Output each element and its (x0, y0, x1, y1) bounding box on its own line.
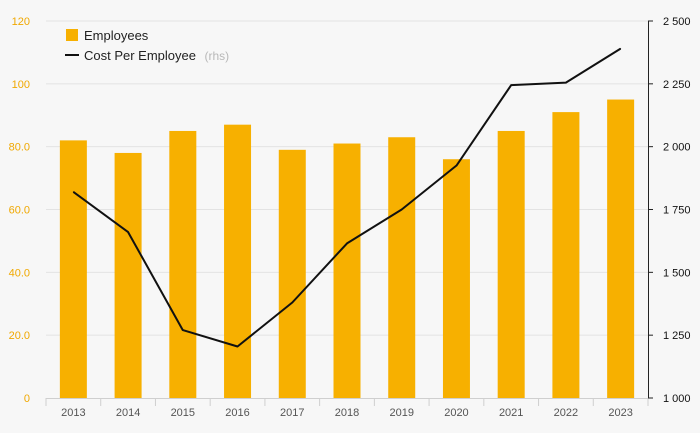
left-tick-label: 0 (24, 393, 30, 405)
x-tick-label: 2018 (335, 407, 359, 419)
employees-bar-2015 (169, 130, 197, 399)
cost-per-employee-point-2019 (401, 209, 403, 210)
employees-bar-2022 (552, 112, 580, 398)
x-tick-label: 2013 (61, 407, 85, 419)
legend-cost-suffix: (rhs) (204, 49, 229, 63)
right-tick-label: 1 250 (663, 330, 691, 342)
legend-cost-label: Cost Per Employee (84, 48, 196, 63)
cost-per-employee-point-2017 (291, 301, 293, 303)
right-tick-label: 1 000 (663, 393, 691, 405)
right-tick-label: 2 500 (663, 16, 691, 28)
x-tick-label: 2019 (389, 407, 413, 419)
employees-bars (59, 99, 635, 399)
cost-per-employee-point-2013 (72, 191, 74, 193)
legend: Employees Cost Per Employee (rhs) (65, 28, 229, 64)
right-tick-label: 2 250 (663, 79, 691, 91)
x-tick-label: 2015 (171, 407, 195, 419)
cost-per-employee-line-group (72, 47, 622, 348)
x-tick-label: 2022 (554, 407, 578, 419)
right-tick-label: 2 000 (663, 142, 691, 154)
employees-bar-2014 (114, 152, 142, 398)
left-tick-label: 20.0 (9, 330, 30, 342)
left-tick-label: 60.0 (9, 205, 30, 217)
cost-per-employee-point-2014 (127, 231, 129, 233)
right-tick-label: 1 500 (663, 267, 691, 279)
axes: 2013 2014 2015 2016 2017 2018 2019 2020 2021 2022… (9, 16, 691, 419)
x-tick-label: 2023 (608, 407, 632, 419)
cost-per-employee-point-2022 (565, 82, 567, 84)
right-tick-label: 1 750 (663, 205, 691, 217)
x-tick-label: 2021 (499, 407, 523, 419)
employees-bar-2021 (497, 130, 525, 399)
x-tick-label: 2020 (444, 407, 468, 419)
x-tick-label: 2014 (116, 407, 140, 419)
left-tick-label: 80.0 (9, 142, 30, 154)
employees-bar-2017 (278, 149, 306, 398)
employees-bar-2019 (388, 137, 416, 398)
cost-per-employee-point-2015 (182, 329, 184, 331)
legend-cost-text: Cost Per Employee (rhs) (84, 47, 229, 64)
left-tick-label: 100 (12, 79, 30, 91)
cost-per-employee-point-2018 (346, 242, 348, 244)
cost-per-employee-point-2023 (620, 48, 622, 50)
legend-employees-swatch (66, 29, 78, 41)
cost-per-employee-point-2020 (455, 165, 457, 167)
x-tick-label: 2016 (225, 407, 249, 419)
left-tick-label: 40.0 (9, 267, 30, 279)
employees-bar-2018 (333, 143, 361, 398)
left-tick-label: 120 (12, 16, 30, 28)
legend-employees-label: Employees (84, 28, 149, 43)
employees-bar-2016 (224, 124, 252, 399)
employees-bar-2013 (59, 140, 87, 398)
employees-bar-2020 (442, 159, 470, 398)
x-tick-label: 2017 (280, 407, 304, 419)
employees-bar-2023 (607, 99, 635, 399)
cost-per-employee-point-2021 (510, 84, 512, 86)
cost-per-employee-point-2016 (237, 345, 239, 347)
